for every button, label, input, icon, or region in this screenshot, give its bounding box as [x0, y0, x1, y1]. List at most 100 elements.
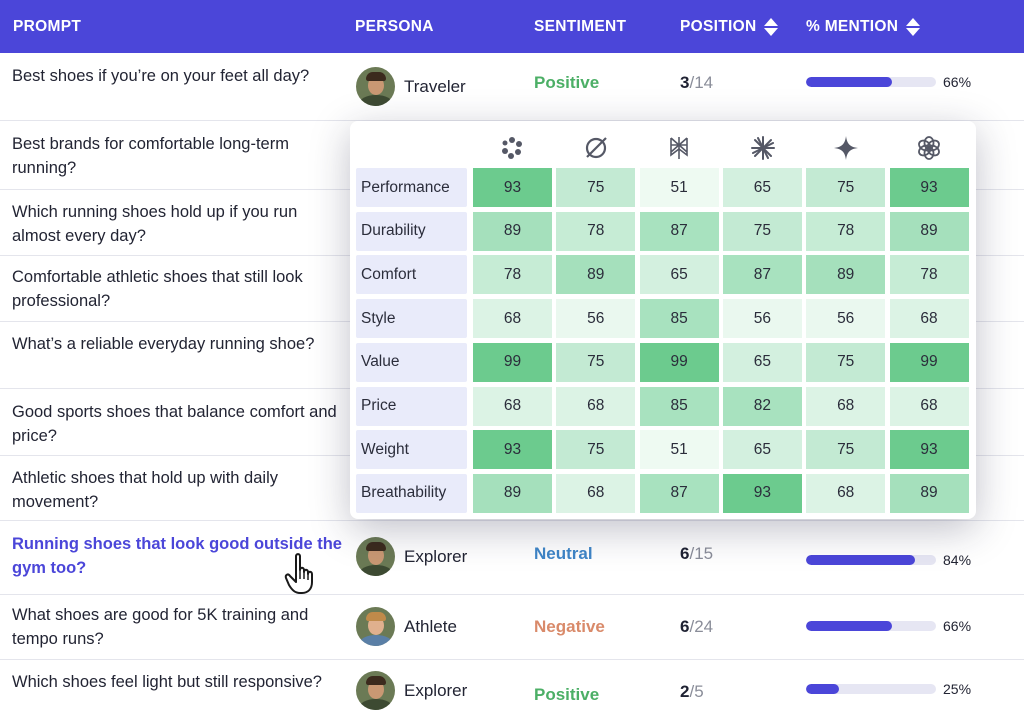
score-cell: 68 [806, 386, 886, 426]
sentiment-badge: Positive [534, 685, 600, 704]
score-cell: 89 [889, 473, 969, 513]
mention-percent: 84% [943, 552, 972, 568]
score-cell: 87 [639, 473, 719, 513]
score-cell: 56 [806, 299, 886, 339]
header-persona: PERSONA [355, 17, 434, 35]
score-cell: 75 [556, 430, 636, 470]
mention-bar [806, 684, 936, 694]
score-cell: 93 [889, 430, 969, 470]
persona: Explorer [356, 537, 467, 576]
prompt-text[interactable]: Good sports shoes that balance comfort a… [12, 403, 337, 445]
score-cell: 78 [556, 211, 636, 251]
header-mention-label: % MENTION [806, 17, 899, 35]
mention-percent: 66% [943, 74, 972, 90]
avatar [356, 671, 395, 710]
score-cell: 78 [473, 255, 552, 295]
hand-cursor-icon [284, 553, 313, 594]
prompt-text[interactable]: Best shoes if you’re on your feet all da… [12, 67, 310, 85]
score-cell: 68 [806, 473, 886, 513]
score-cell: 68 [889, 386, 969, 426]
perplexity-like-icon [497, 133, 527, 163]
mention-percent: 66% [943, 618, 972, 634]
sentiment-badge: Negative [534, 617, 605, 636]
header-prompt: PROMPT [13, 17, 82, 35]
grok-icon [581, 133, 611, 163]
score-cell: 65 [639, 255, 719, 295]
mention-bar [806, 621, 936, 631]
score-cell: 87 [639, 211, 719, 251]
score-cell: 75 [806, 342, 886, 382]
score-cell: 75 [806, 430, 886, 470]
sentiment-badge: Neutral [534, 544, 593, 563]
score-cell: 68 [473, 299, 552, 339]
sort-icon[interactable] [906, 16, 921, 38]
score-cell: 75 [806, 168, 886, 207]
persona-name: Athlete [404, 616, 457, 636]
prompt-text[interactable]: Comfortable athletic shoes that still lo… [12, 268, 303, 310]
score-cell: 51 [639, 430, 719, 470]
score-cell: 82 [722, 386, 802, 426]
prompt-text[interactable]: What’s a reliable everyday running shoe? [12, 335, 315, 353]
attribute-label: Weight [356, 430, 467, 470]
score-cell: 51 [639, 168, 719, 207]
score-cell: 75 [556, 168, 636, 207]
prompt-text[interactable]: Best brands for comfortable long-term ru… [12, 135, 289, 177]
sort-icon[interactable] [764, 16, 779, 38]
attribute-label: Value [356, 342, 467, 382]
score-cell: 68 [473, 386, 552, 426]
score-cell: 68 [556, 386, 636, 426]
gemini-icon [831, 133, 861, 163]
prompt-text[interactable]: What shoes are good for 5K training and … [12, 606, 309, 648]
avatar [356, 607, 395, 646]
mention-bar-fill [806, 77, 892, 87]
score-cell: 56 [722, 299, 802, 339]
score-cell: 75 [556, 342, 636, 382]
mention-percent: 25% [943, 681, 972, 697]
score-cell: 89 [556, 255, 636, 295]
attribute-label: Performance [356, 168, 467, 207]
score-cell: 65 [722, 342, 802, 382]
header-mention[interactable]: % MENTION [806, 0, 921, 53]
openai-icon [914, 133, 944, 163]
avatar [356, 537, 395, 576]
attribute-label: Breathability [356, 473, 467, 513]
score-cell: 99 [889, 342, 969, 382]
attribute-label: Price [356, 386, 467, 426]
score-cell: 93 [473, 168, 552, 207]
mention-bar-fill [806, 621, 892, 631]
mention-bar-fill [806, 555, 916, 565]
persona: Explorer [356, 671, 467, 710]
position-value: 6/15 [680, 544, 714, 563]
mention-bar-fill [806, 684, 839, 694]
model-score-popup: Performance 93 75 51 65 75 93 Durability 89 78 87 7… [350, 121, 976, 519]
mention-bar [806, 555, 936, 565]
prompt-text[interactable]: Which running shoes hold up if you run a… [12, 203, 298, 245]
prompt-text-active[interactable]: Running shoes that look good outside the… [12, 535, 342, 577]
score-cell: 99 [473, 342, 552, 382]
prompt-text[interactable]: Athletic shoes that hold up with daily m… [12, 469, 278, 511]
score-cell: 78 [806, 211, 886, 251]
score-cell: 89 [473, 473, 552, 513]
score-cell: 65 [722, 430, 802, 470]
table-row[interactable]: Best shoes if you’re on your feet all da… [0, 53, 1024, 121]
table-row[interactable]: Which shoes feel light but still respons… [0, 660, 1024, 725]
score-cell: 93 [889, 168, 969, 207]
score-cell: 93 [473, 430, 552, 470]
score-cell: 89 [806, 255, 886, 295]
score-cell: 68 [556, 473, 636, 513]
avatar [356, 67, 395, 106]
score-cell: 75 [722, 211, 802, 251]
persona: Traveler [356, 67, 466, 106]
mention-bar [806, 77, 936, 87]
score-cell: 85 [639, 299, 719, 339]
table-row[interactable]: What shoes are good for 5K training and … [0, 595, 1024, 660]
score-cell: 65 [722, 168, 802, 207]
table-row[interactable]: Running shoes that look good outside the… [0, 521, 1024, 595]
header-position[interactable]: POSITION [680, 0, 779, 53]
persona-name: Explorer [404, 680, 468, 700]
attribute-label: Comfort [356, 255, 467, 295]
score-cell: 56 [556, 299, 636, 339]
position-value: 2/5 [680, 682, 704, 701]
prompt-text[interactable]: Which shoes feel light but still respons… [12, 673, 322, 691]
perplexity-icon [664, 133, 694, 163]
